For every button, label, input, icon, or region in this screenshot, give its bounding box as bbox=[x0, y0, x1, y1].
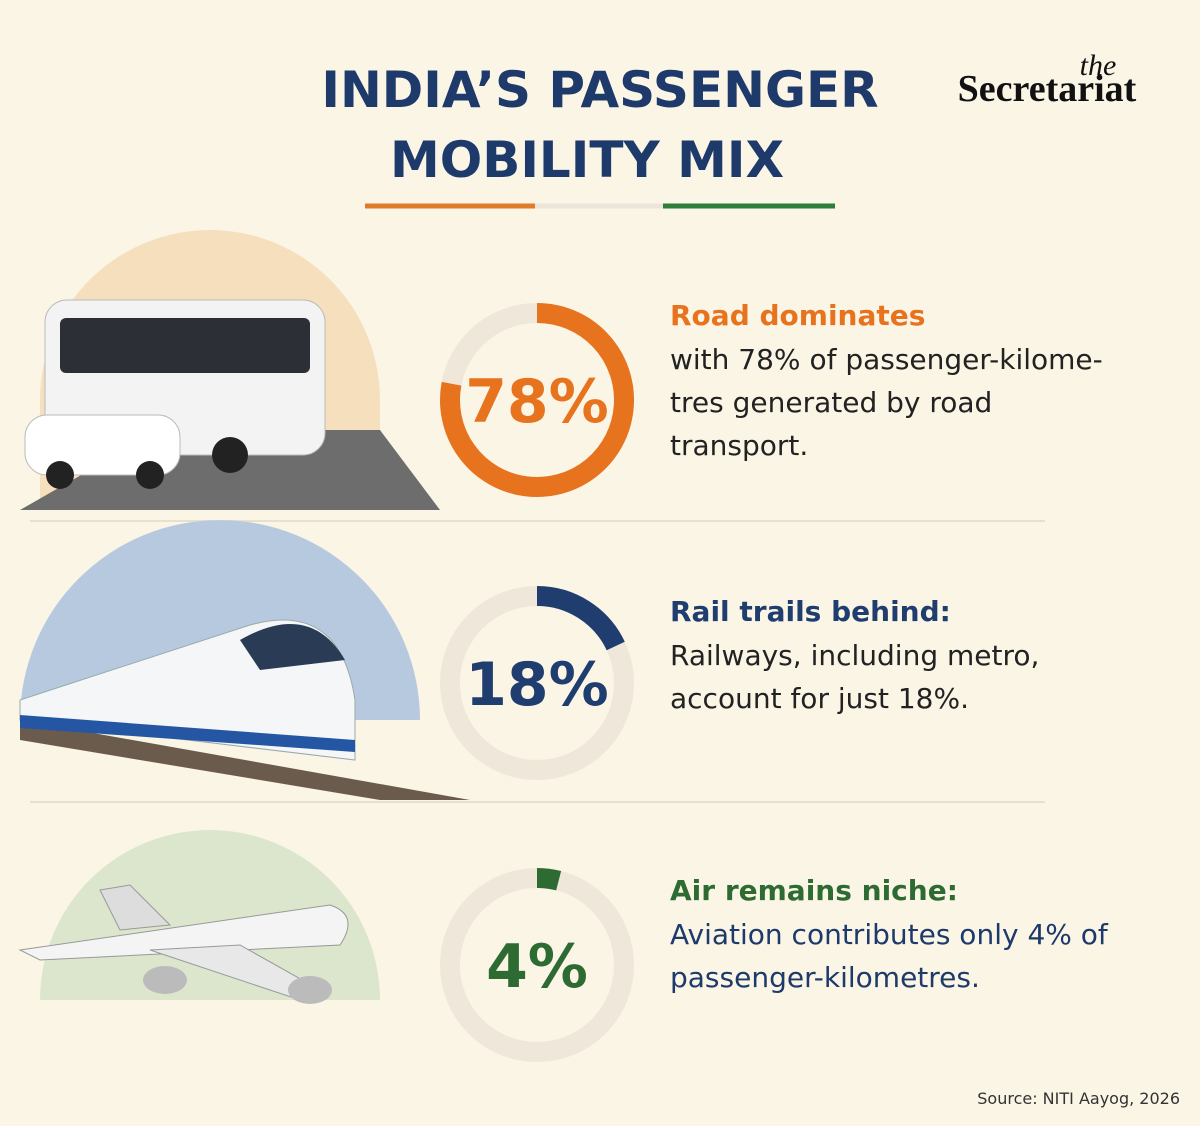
item-text: with 78% of passenger-kilome- bbox=[670, 343, 1103, 376]
item-text: Railways, including metro, bbox=[670, 639, 1039, 672]
item-text: account for just 18%. bbox=[670, 682, 969, 715]
value-label: 78% bbox=[465, 367, 609, 437]
value-label: 18% bbox=[465, 650, 609, 720]
value-label: 4% bbox=[486, 932, 588, 1002]
item-title: Rail trails behind: bbox=[670, 595, 951, 628]
air-illustration bbox=[18, 830, 380, 1004]
rail-illustration bbox=[19, 520, 470, 800]
source: Source: NITI Aayog, 2026 bbox=[977, 1089, 1180, 1108]
brand-small: the bbox=[1080, 49, 1117, 82]
title-line: MOBILITY MIX bbox=[390, 131, 784, 189]
road-illustration bbox=[20, 230, 440, 510]
item-text: transport. bbox=[670, 429, 808, 462]
brand-name: Secretariat bbox=[958, 68, 1137, 110]
donut-arc bbox=[536, 586, 625, 651]
title-line: INDIA’S PASSENGER bbox=[321, 61, 878, 119]
donut-arc bbox=[440, 303, 634, 497]
item-title: Air remains niche: bbox=[670, 874, 958, 907]
item-title: Road dominates bbox=[670, 299, 925, 332]
item-text: tres generated by road bbox=[670, 386, 992, 419]
item-text: passenger-kilometres. bbox=[670, 961, 980, 994]
donut-arc bbox=[536, 867, 562, 891]
item-text: Aviation contributes only 4% of bbox=[670, 918, 1109, 951]
